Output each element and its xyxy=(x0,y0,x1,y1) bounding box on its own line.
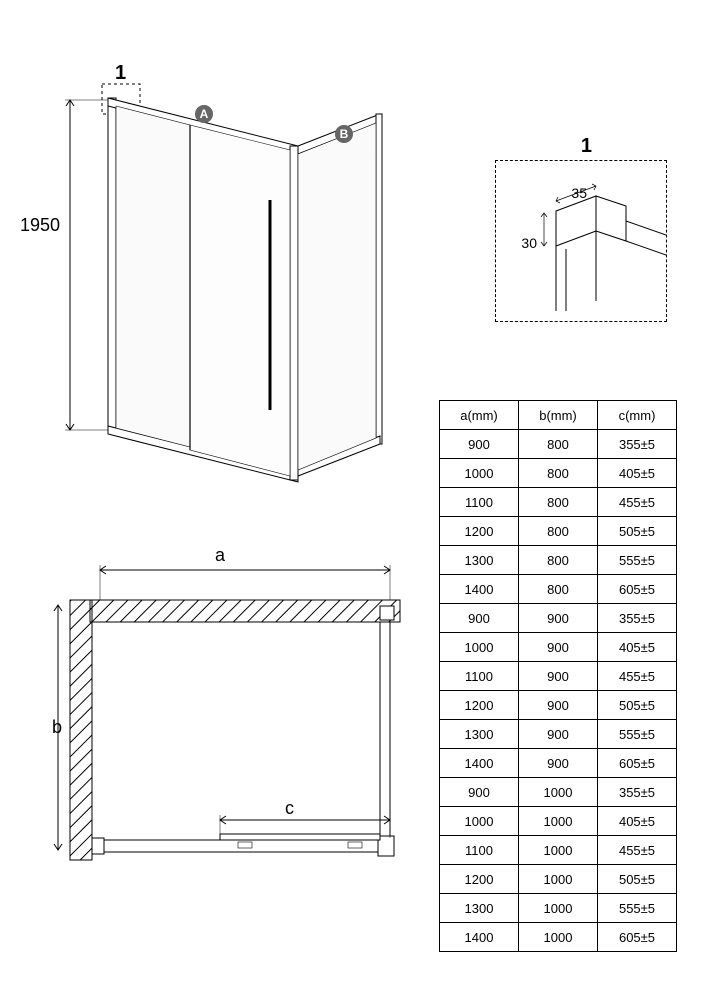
table-cell: 1100 xyxy=(440,662,519,691)
table-cell: 1000 xyxy=(440,633,519,662)
height-dimension-label: 1950 xyxy=(20,215,60,236)
table-row: 1400900605±5 xyxy=(440,749,677,778)
table-cell: 900 xyxy=(519,749,598,778)
detail-width-label: 35 xyxy=(571,185,587,201)
table-cell: 1400 xyxy=(440,575,519,604)
table-row: 1200900505±5 xyxy=(440,691,677,720)
table-row: 1200800505±5 xyxy=(440,517,677,546)
table-cell: 900 xyxy=(519,633,598,662)
table-cell: 800 xyxy=(519,546,598,575)
table-cell: 505±5 xyxy=(598,691,677,720)
table-cell: 1000 xyxy=(440,459,519,488)
table-row: 12001000505±5 xyxy=(440,865,677,894)
table-row: 1400800605±5 xyxy=(440,575,677,604)
table-row: 13001000555±5 xyxy=(440,894,677,923)
badge-a: A xyxy=(195,105,213,123)
detail-1-label: 1 xyxy=(581,135,592,158)
dim-a-label: a xyxy=(215,545,225,566)
table-cell: 405±5 xyxy=(598,807,677,836)
table-cell: 1000 xyxy=(519,894,598,923)
table-cell: 1300 xyxy=(440,546,519,575)
table-cell: 1000 xyxy=(519,807,598,836)
table-cell: 605±5 xyxy=(598,575,677,604)
table-cell: 355±5 xyxy=(598,604,677,633)
badge-b: B xyxy=(335,125,353,143)
table-cell: 900 xyxy=(440,778,519,807)
table-cell: 1400 xyxy=(440,923,519,952)
table-cell: 900 xyxy=(519,604,598,633)
table-cell: 1000 xyxy=(519,865,598,894)
table-cell: 800 xyxy=(519,488,598,517)
table-cell: 355±5 xyxy=(598,430,677,459)
table-row: 14001000605±5 xyxy=(440,923,677,952)
table-cell: 1300 xyxy=(440,720,519,749)
table-cell: 1000 xyxy=(519,836,598,865)
table-cell: 505±5 xyxy=(598,517,677,546)
table-row: 1100800455±5 xyxy=(440,488,677,517)
table-cell: 505±5 xyxy=(598,865,677,894)
table-cell: 405±5 xyxy=(598,633,677,662)
dim-b-label: b xyxy=(52,717,62,738)
table-cell: 455±5 xyxy=(598,488,677,517)
table-cell: 800 xyxy=(519,575,598,604)
table-cell: 555±5 xyxy=(598,720,677,749)
isometric-view xyxy=(60,80,400,510)
table-cell: 455±5 xyxy=(598,662,677,691)
table-cell: 1300 xyxy=(440,894,519,923)
table-cell: 605±5 xyxy=(598,923,677,952)
table-cell: 555±5 xyxy=(598,894,677,923)
table-cell: 1100 xyxy=(440,488,519,517)
table-cell: 355±5 xyxy=(598,778,677,807)
table-cell: 605±5 xyxy=(598,749,677,778)
table-row: 1100900455±5 xyxy=(440,662,677,691)
table-cell: 1200 xyxy=(440,691,519,720)
table-row: 11001000455±5 xyxy=(440,836,677,865)
table-row: 1000800405±5 xyxy=(440,459,677,488)
table-cell: 900 xyxy=(519,720,598,749)
table-cell: 800 xyxy=(519,430,598,459)
plan-view xyxy=(50,550,410,890)
table-row: 9001000355±5 xyxy=(440,778,677,807)
table-row: 10001000405±5 xyxy=(440,807,677,836)
table-row: 1300800555±5 xyxy=(440,546,677,575)
table-cell: 1200 xyxy=(440,517,519,546)
callout-1-label: 1 xyxy=(115,62,126,85)
table-cell: 800 xyxy=(519,459,598,488)
table-cell: 1000 xyxy=(519,923,598,952)
col-b-header: b(mm) xyxy=(519,401,598,430)
table-header-row: a(mm) b(mm) c(mm) xyxy=(440,401,677,430)
dimensions-table: a(mm) b(mm) c(mm) 900800355±51000800405±… xyxy=(439,400,677,952)
table-cell: 1000 xyxy=(519,778,598,807)
table-cell: 900 xyxy=(519,691,598,720)
table-cell: 1200 xyxy=(440,865,519,894)
table-cell: 1100 xyxy=(440,836,519,865)
dim-c-label: c xyxy=(285,798,294,819)
table-cell: 1400 xyxy=(440,749,519,778)
detail-height-label: 30 xyxy=(521,235,537,251)
col-a-header: a(mm) xyxy=(440,401,519,430)
table-row: 1300900555±5 xyxy=(440,720,677,749)
col-c-header: c(mm) xyxy=(598,401,677,430)
table-cell: 900 xyxy=(440,430,519,459)
table-row: 900900355±5 xyxy=(440,604,677,633)
table-cell: 455±5 xyxy=(598,836,677,865)
table-cell: 405±5 xyxy=(598,459,677,488)
table-row: 1000900405±5 xyxy=(440,633,677,662)
table-cell: 800 xyxy=(519,517,598,546)
table-row: 900800355±5 xyxy=(440,430,677,459)
technical-drawing-page: 1950 1 A B 1 35 30 xyxy=(20,20,687,980)
table-cell: 555±5 xyxy=(598,546,677,575)
table-cell: 1000 xyxy=(440,807,519,836)
table-cell: 900 xyxy=(519,662,598,691)
table-cell: 900 xyxy=(440,604,519,633)
